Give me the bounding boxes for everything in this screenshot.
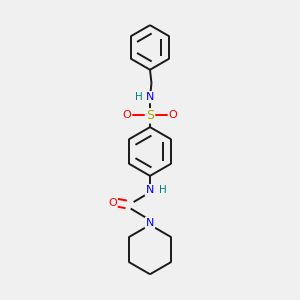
Text: H: H xyxy=(135,92,142,102)
Text: N: N xyxy=(146,185,154,195)
Text: O: O xyxy=(122,110,131,120)
Text: O: O xyxy=(169,110,178,120)
Text: N: N xyxy=(146,218,154,228)
Text: N: N xyxy=(146,92,154,102)
Text: O: O xyxy=(108,198,117,208)
Text: S: S xyxy=(146,109,154,122)
Text: H: H xyxy=(159,185,167,195)
